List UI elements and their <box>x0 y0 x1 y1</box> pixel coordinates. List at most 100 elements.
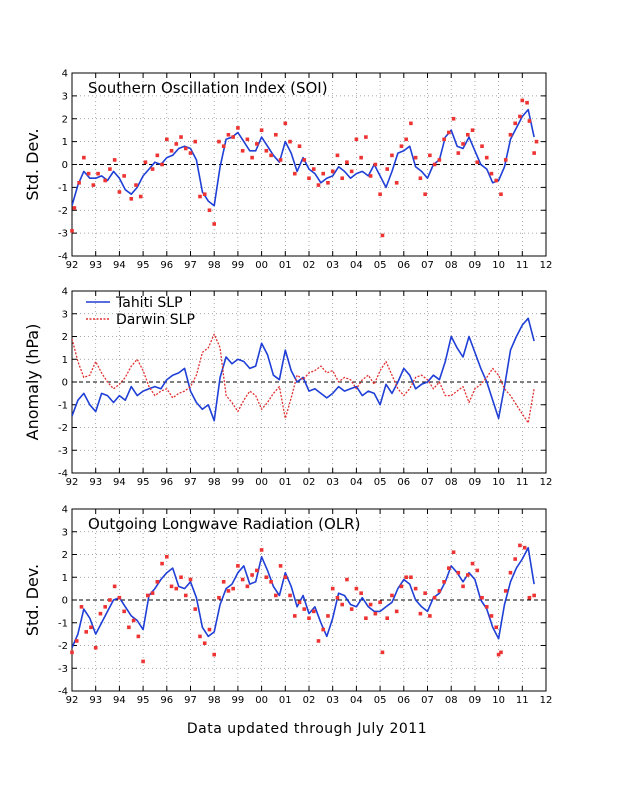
x-tick-label: 06 <box>397 695 410 706</box>
data-point <box>226 589 231 593</box>
x-tick-label: 11 <box>516 260 529 271</box>
data-point <box>321 171 326 176</box>
data-point <box>212 222 216 226</box>
data-point <box>390 153 394 158</box>
data-point <box>103 605 107 609</box>
data-point <box>297 144 302 148</box>
data-point <box>354 137 359 142</box>
data-point <box>480 595 484 600</box>
slp-panel: 92 93 94 95 96 97 98 99 00 01 02 03 04 05 06 07 08 09 10 11… <box>23 287 552 489</box>
data-point <box>103 178 107 183</box>
y-tick-label: 2 <box>62 332 68 343</box>
data-point <box>428 153 432 158</box>
data-point <box>489 614 494 618</box>
data-point <box>494 625 499 630</box>
data-point <box>311 167 316 171</box>
x-tick-label: 02 <box>303 477 316 488</box>
x-tick-label: 06 <box>397 477 410 488</box>
x-tick-label: 08 <box>445 477 458 488</box>
data-point <box>302 607 307 611</box>
data-point <box>349 169 354 174</box>
soi-panel: 92 93 94 95 96 97 98 99 00 01 02 03 04 05 06 07 08 09 10 11… <box>23 69 552 272</box>
data-point <box>364 616 368 620</box>
data-point <box>283 121 288 126</box>
y-tick-label: 1 <box>62 573 68 584</box>
data-point <box>155 153 160 158</box>
data-point <box>432 595 437 600</box>
panel-title: Outgoing Longwave Radiation (OLR) <box>88 515 360 533</box>
x-tick-label: 09 <box>469 695 482 706</box>
data-point <box>143 160 148 165</box>
y-tick-label: -2 <box>58 423 68 434</box>
data-point <box>231 586 235 591</box>
data-point <box>484 155 489 160</box>
data-point <box>373 162 378 167</box>
data-point <box>354 586 359 591</box>
data-point <box>70 650 74 655</box>
x-tick-label: 04 <box>350 695 363 706</box>
x-tick-label: 96 <box>160 695 173 706</box>
data-point <box>527 119 532 123</box>
y-tick-label: -1 <box>58 183 68 194</box>
y-tick-label: 0 <box>62 378 68 389</box>
data-point <box>193 607 198 611</box>
x-tick-label: 00 <box>255 695 268 706</box>
data-point <box>188 151 193 155</box>
x-tick-label: 10 <box>492 260 505 271</box>
data-point <box>525 100 529 105</box>
data-point <box>98 611 103 616</box>
data-point <box>499 192 503 197</box>
data-point <box>513 121 517 126</box>
data-point <box>437 158 442 162</box>
data-point <box>335 595 340 600</box>
data-point <box>207 627 212 632</box>
y-tick-label: 3 <box>62 309 68 320</box>
y-tick-label: -4 <box>58 252 68 263</box>
x-tick-label: 04 <box>350 260 363 271</box>
data-point <box>442 137 446 142</box>
data-point <box>475 568 480 573</box>
data-point <box>236 126 240 130</box>
legend-label: Darwin SLP <box>116 312 195 328</box>
data-point <box>165 137 169 142</box>
data-point <box>217 139 221 144</box>
data-point <box>451 116 456 121</box>
data-point <box>117 190 122 194</box>
data-point <box>89 625 93 630</box>
x-tick-label: 98 <box>208 260 221 271</box>
data-point <box>409 121 413 126</box>
data-point <box>326 614 330 618</box>
data-point <box>198 634 202 639</box>
data-point <box>399 584 404 589</box>
data-point <box>259 128 264 132</box>
data-point <box>202 641 207 646</box>
data-point <box>193 139 198 144</box>
data-point <box>255 142 259 146</box>
data-point <box>508 570 513 575</box>
y-tick-label: -3 <box>58 664 68 675</box>
data-point <box>226 132 231 137</box>
data-point <box>399 144 404 148</box>
data-point <box>413 155 418 160</box>
x-tick-label: 99 <box>232 260 245 271</box>
data-point <box>72 206 77 210</box>
data-point <box>198 194 202 199</box>
data-point <box>96 171 100 176</box>
data-point <box>330 169 335 174</box>
data-point <box>465 573 470 577</box>
x-tick-label: 93 <box>89 477 102 488</box>
data-point <box>404 575 408 580</box>
data-point <box>292 614 297 618</box>
data-point <box>150 591 155 595</box>
data-point <box>77 181 81 185</box>
data-point <box>503 158 508 162</box>
data-point <box>461 142 465 146</box>
data-point <box>165 554 169 559</box>
data-point <box>250 155 254 160</box>
data-point <box>129 197 134 201</box>
data-point <box>378 600 382 605</box>
y-tick-label: 3 <box>62 527 68 538</box>
data-point <box>212 652 216 657</box>
x-tick-label: 92 <box>66 695 79 706</box>
data-point <box>456 570 461 575</box>
